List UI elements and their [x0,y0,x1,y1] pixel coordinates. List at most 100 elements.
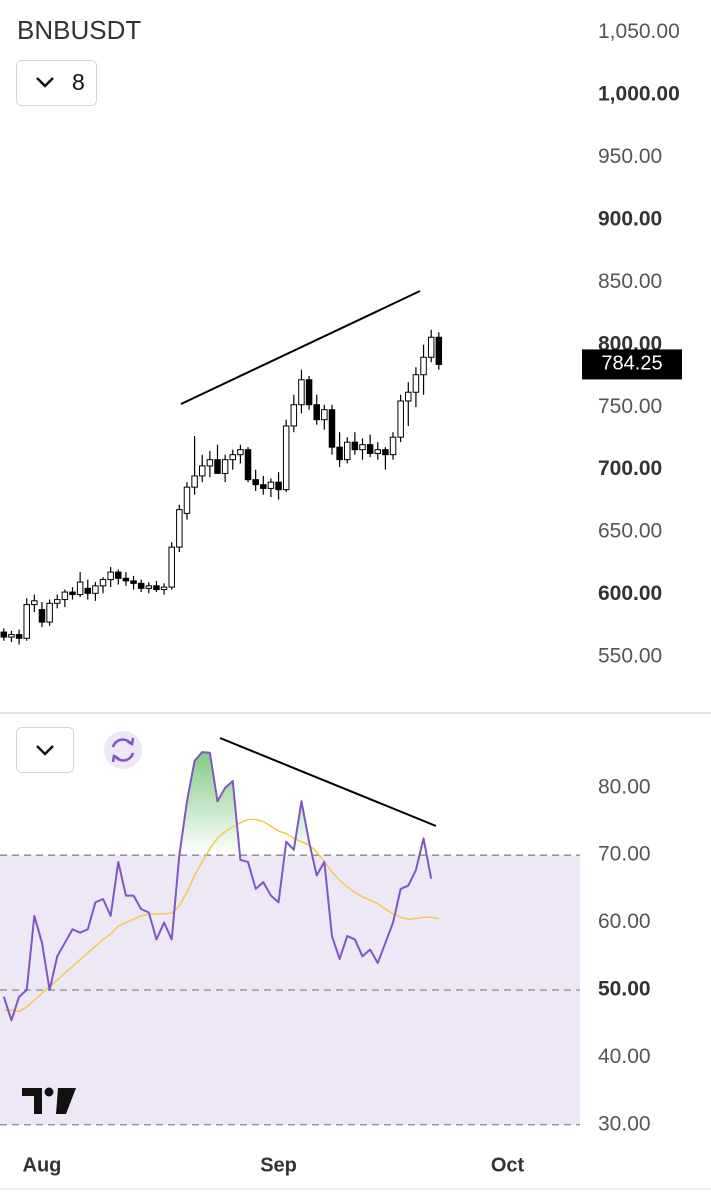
candle-body [313,404,320,421]
candle-body [221,459,229,474]
candle-body [275,481,282,491]
candle-body [305,379,313,406]
candle-body [168,546,175,588]
x-tick-label: Oct [491,1154,525,1176]
y-tick-label: 30.00 [598,1112,651,1135]
chevron-icon [36,77,54,88]
candle-body [359,444,366,451]
candle-body [130,580,137,584]
trend-line [219,737,437,827]
refresh-button[interactable] [104,731,142,769]
candle-body [214,459,221,474]
candle-body [389,436,397,456]
last-price-box [582,349,682,380]
candle-body [53,599,61,604]
candle-body [328,409,336,448]
candle-body [15,634,23,639]
refresh-icon [126,737,135,747]
candle-body [76,581,84,596]
candle-body [351,441,359,451]
candle-body [160,586,168,591]
candle-body [115,571,122,579]
candle-body [321,409,328,421]
y-tick-label: 70.00 [598,843,651,866]
candle-body [191,475,198,488]
y-tick-label: 40.00 [598,1045,651,1068]
refresh-icon [111,753,120,763]
candle-body [137,582,145,589]
rsi-line [3,818,439,1013]
chevron-icon [36,745,54,756]
candle-body [366,444,374,454]
toggle-box[interactable] [16,727,74,773]
candle-body [252,479,259,486]
y-tick-label: 1,000.00 [598,82,680,105]
candle-body [298,379,305,406]
y-tick-label: 700.00 [598,457,662,480]
candle-body [343,441,351,461]
trend-line [180,290,421,405]
y-tick-label: 550.00 [598,645,662,668]
candle-body [244,449,252,481]
candle-body [260,484,267,489]
candle-body [69,591,76,596]
candle-body [282,425,290,491]
y-tick-label: 850.00 [598,270,662,293]
candle-body [8,634,15,638]
candle-body [206,459,214,467]
overbought-fill [179,752,427,856]
candle-body [99,579,107,587]
candle-body [122,577,130,582]
indicator-count: 8 [72,69,85,95]
candle-body [183,486,191,514]
y-tick-label: 950.00 [598,145,662,168]
candle-body [420,356,427,376]
rsi-panel: 30.00 40.00 50.00 60.00 70.00 80.00 [0,751,651,1135]
candle-body [176,509,183,548]
toggle-box[interactable] [16,60,97,106]
candle-body [61,591,69,601]
last-price-label: 784.25 [601,353,662,375]
x-tick-label: Sep [260,1154,297,1176]
candle-body [336,446,343,461]
candle-body [31,600,38,606]
y-tick-label: 900.00 [598,207,662,230]
price-panel: 550.00600.00650.00700.00750.00800.00850.… [0,20,682,668]
candle-body [382,449,389,456]
logo-shape [56,1088,76,1114]
y-tick-label: 750.00 [598,395,662,418]
candle-body [405,391,412,402]
candle-body [84,587,92,594]
rsi-toggle[interactable] [16,727,74,773]
candle-body [107,571,114,581]
candle-body [397,400,404,438]
candle-body [46,602,53,623]
candle-body [0,631,8,638]
refresh-bg[interactable] [104,731,142,769]
y-tick-label: 80.00 [598,775,651,798]
symbol-title: BNBUSDT [17,15,141,45]
indicators-toggle[interactable]: 8 [16,60,97,106]
y-tick-label: 650.00 [598,520,662,543]
candle-body [435,336,443,365]
x-tick-label: Aug [23,1154,62,1176]
candle-body [290,404,298,427]
candle-body [92,585,99,594]
candle-body [198,465,206,477]
y-tick-label: 1,050.00 [598,20,680,43]
y-tick-label: 50.00 [598,978,651,1001]
candle-body [427,336,435,358]
rsi-line [2,751,433,1022]
y-tick-label: 600.00 [598,582,662,605]
candle-body [38,609,46,623]
candle-body [153,585,160,591]
candle-body [23,604,30,639]
logo-shape [22,1088,42,1114]
candle-body [267,481,275,489]
candle-body [229,454,237,461]
candle-body [412,374,420,393]
candle-body [374,449,382,454]
logo-shape [44,1087,54,1097]
brand-logo [22,1087,76,1114]
